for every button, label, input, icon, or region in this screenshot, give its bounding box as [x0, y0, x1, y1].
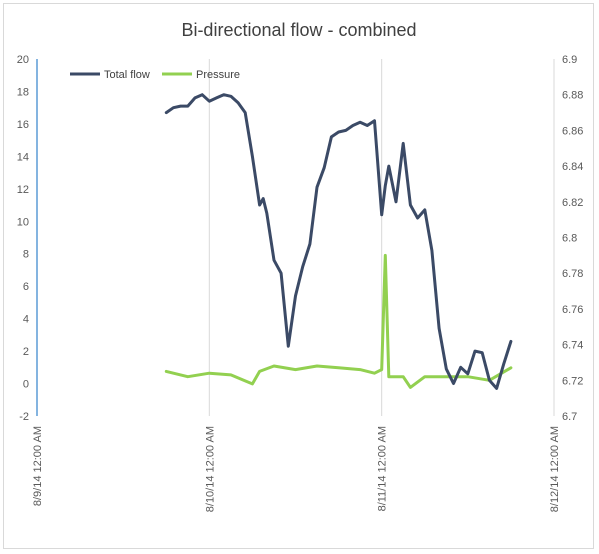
y-tick-label: 18 [17, 86, 29, 98]
y-tick-label: 8 [23, 249, 29, 261]
y-tick-label: -2 [19, 411, 29, 423]
x-tick-label: 8/10/14 12:00 AM [204, 426, 216, 512]
y-tick-label: 12 [17, 184, 29, 196]
chart-svg: 8/9/14 12:00 AM 8/10/14 12:00 AM 8/11/14 1… [17, 20, 584, 512]
y2-tick-label: 6.86 [562, 125, 583, 137]
y2-tick-label: 6.88 [562, 90, 583, 102]
axes: 8/9/14 12:00 AM 8/10/14 12:00 AM 8/11/14 1… [17, 54, 584, 512]
y-tick-label: 20 [17, 54, 29, 66]
y-tick-label: 4 [23, 314, 29, 326]
gridlines [36, 59, 555, 416]
chart-title: Bi-directional flow - combined [181, 20, 416, 40]
y2-tick-label: 6.82 [562, 197, 583, 209]
x-tick-label: 8/9/14 12:00 AM [32, 426, 44, 506]
y2-tick-label: 6.74 [562, 340, 583, 352]
y-tick-label: 16 [17, 119, 29, 131]
series-line-total-flow [164, 93, 513, 390]
y2-tick-label: 6.78 [562, 268, 583, 280]
y-tick-label: 2 [23, 346, 29, 358]
series [164, 93, 513, 390]
y2-tick-label: 6.9 [562, 54, 577, 66]
y-tick-label: 10 [17, 216, 29, 228]
legend: Total flow Pressure [70, 69, 240, 81]
y-tick-label: 14 [17, 151, 29, 163]
series-line-pressure [164, 253, 513, 389]
y2-tick-label: 6.76 [562, 304, 583, 316]
y2-tick-label: 6.72 [562, 375, 583, 387]
x-tick-label: 8/12/14 12:00 AM [549, 426, 561, 512]
y2-tick-label: 6.84 [562, 161, 583, 173]
x-tick-label: 8/11/14 12:00 AM [377, 426, 389, 511]
y2-tick-label: 6.8 [562, 233, 577, 245]
y-tick-label: 6 [23, 281, 29, 293]
y2-tick-label: 6.7 [562, 411, 577, 423]
legend-label-pressure: Pressure [196, 69, 240, 81]
legend-label-total-flow: Total flow [104, 69, 150, 81]
chart-area: 8/9/14 12:00 AM 8/10/14 12:00 AM 8/11/14 1… [3, 3, 594, 549]
y-tick-label: 0 [23, 379, 29, 391]
